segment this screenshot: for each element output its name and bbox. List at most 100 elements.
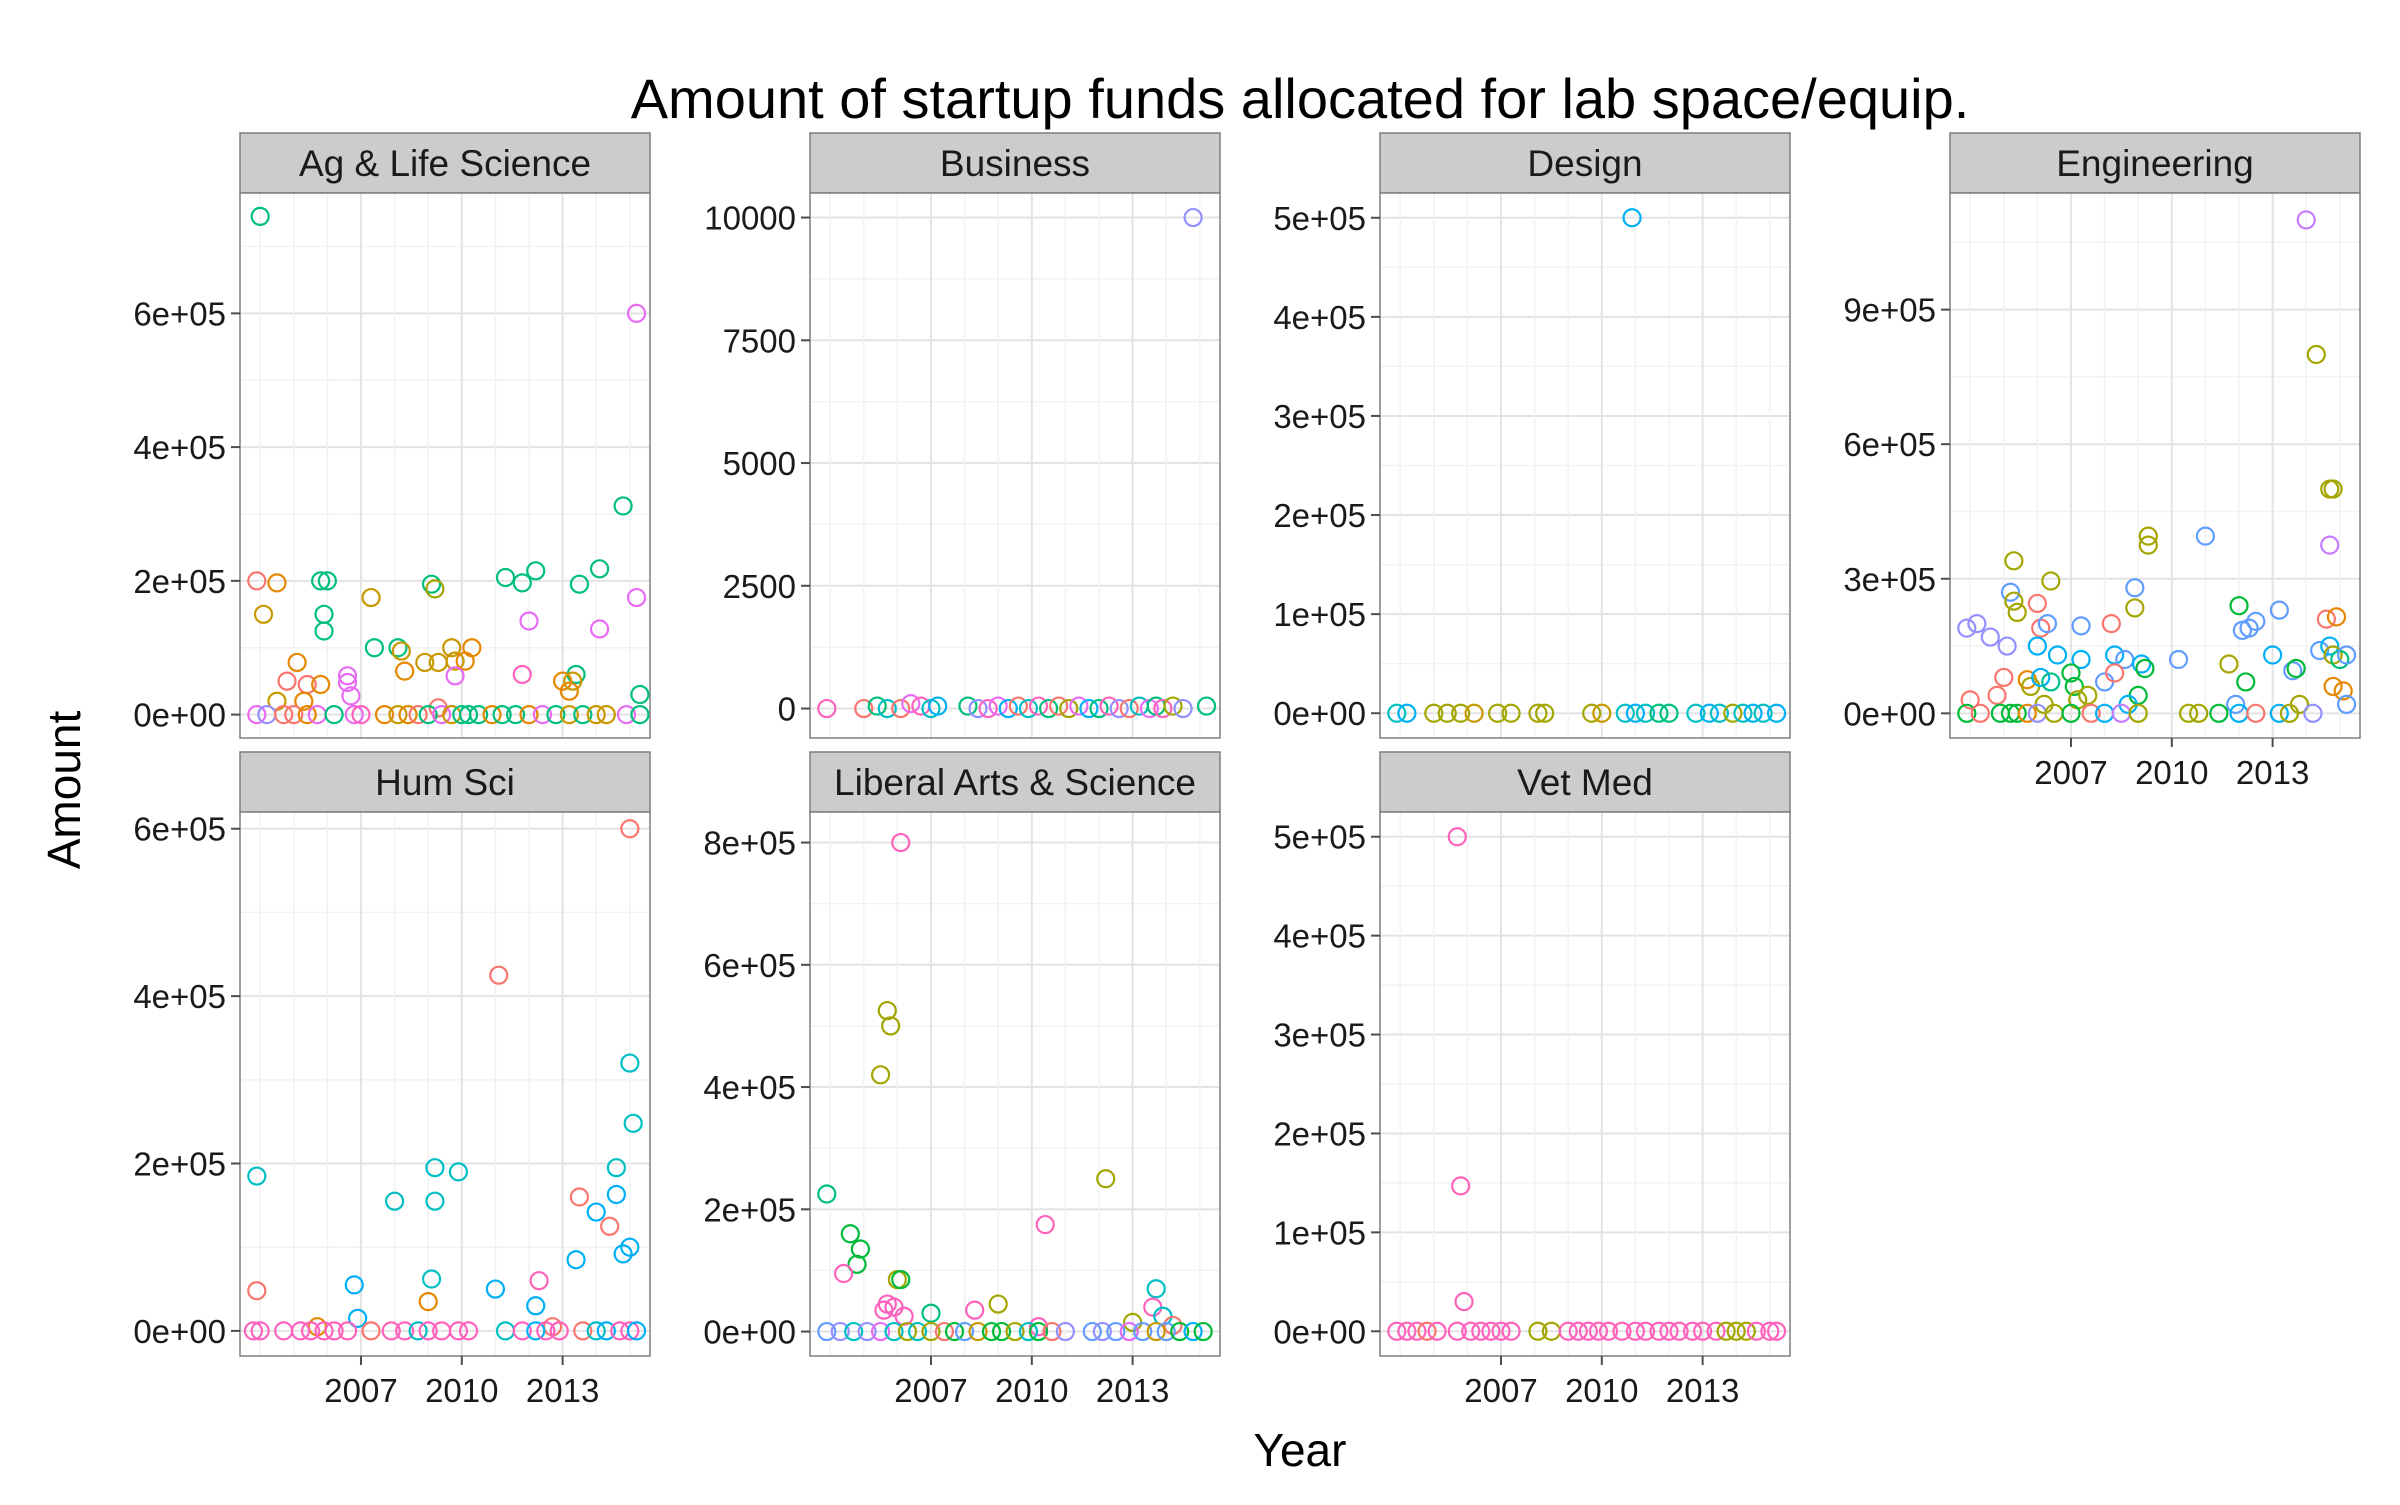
- data-point: [337, 672, 358, 693]
- data-point: [573, 704, 593, 725]
- facet-ag-and-life-science: Ag & Life Science 0e+00 2e+05 4e+05 6e+05: [133, 132, 651, 739]
- y-tick-label: 1e+05: [1273, 596, 1366, 633]
- data-point: [1451, 703, 1471, 723]
- data-point: [458, 704, 479, 725]
- data-point: [2246, 703, 2266, 723]
- data-point: [2000, 582, 2021, 602]
- data-point: [1092, 1321, 1112, 1342]
- data-point: [1028, 696, 1049, 716]
- data-point: [2135, 658, 2155, 679]
- data-point: [421, 574, 442, 594]
- data-point: [2004, 591, 2024, 611]
- data-point: [968, 1321, 988, 1342]
- data-point: [2306, 344, 2326, 365]
- data-point: [1693, 1321, 1713, 1341]
- data-point: [1055, 1321, 1076, 1342]
- data-point: [1454, 1291, 1474, 1312]
- data-point: [1635, 1321, 1656, 1341]
- data-point: [1659, 703, 1679, 723]
- x-tick-label: 2007: [1464, 1372, 1537, 1409]
- data-point: [613, 1244, 633, 1264]
- data-point: [495, 567, 516, 588]
- data-point: [549, 1321, 569, 1341]
- y-tick-label: 4e+05: [133, 978, 226, 1015]
- data-point: [620, 1237, 640, 1257]
- data-point: [2333, 681, 2353, 701]
- data-point: [1578, 1321, 1598, 1341]
- data-point: [384, 1191, 405, 1211]
- data-point: [1970, 703, 1990, 723]
- data-point: [586, 1321, 606, 1341]
- data-point: [1427, 1321, 1447, 1341]
- data-point: [817, 1321, 837, 1342]
- data-point: [1183, 1321, 1203, 1342]
- data-point: [834, 1263, 854, 1284]
- data-point: [958, 696, 978, 716]
- data-point: [596, 1321, 616, 1341]
- data-point: [505, 704, 526, 725]
- data-point: [988, 696, 1008, 716]
- y-tick-label: 6e+05: [133, 295, 226, 332]
- data-point: [2189, 703, 2209, 723]
- data-point: [620, 1321, 640, 1341]
- facet-liberal-arts-and-science: Liberal Arts & Science 0e+00 2e+05 4e+05 6e+…: [703, 751, 1221, 1409]
- data-point: [626, 303, 647, 323]
- data-point: [247, 571, 267, 591]
- data-point: [921, 1303, 941, 1323]
- data-point: [458, 1321, 479, 1341]
- grid-lines: [810, 812, 1220, 1356]
- data-point: [324, 704, 344, 725]
- data-point: [526, 561, 546, 581]
- data-point: [1997, 636, 2017, 656]
- data-point: [2179, 703, 2199, 723]
- data-point: [2303, 703, 2323, 723]
- data-point: [408, 704, 428, 725]
- data-point: [418, 704, 438, 725]
- data-point: [1146, 1279, 1166, 1299]
- data-point: [573, 1321, 593, 1341]
- data-point: [1082, 1321, 1102, 1342]
- y-tick-label: 10000: [704, 200, 796, 237]
- data-point: [620, 819, 640, 839]
- data-point: [1967, 614, 1987, 634]
- data-point: [2323, 676, 2343, 697]
- data-point: [934, 1321, 955, 1342]
- y-tick-label: 0e+00: [133, 1313, 226, 1350]
- data-point: [1649, 1321, 1669, 1341]
- data-point: [559, 681, 579, 701]
- x-tick-label: 2010: [1565, 1372, 1638, 1409]
- data-point: [512, 664, 532, 685]
- data-point: [1193, 1321, 1213, 1342]
- data-point: [2037, 614, 2058, 634]
- data-point: [1488, 703, 1508, 723]
- data-point: [337, 666, 358, 686]
- data-point: [1119, 698, 1139, 719]
- data-point: [290, 1321, 311, 1341]
- data-point: [1156, 1321, 1176, 1342]
- data-point: [247, 1166, 267, 1186]
- data-point: [870, 1065, 891, 1085]
- data-point: [1622, 208, 1642, 228]
- data-point: [1582, 703, 1602, 723]
- data-point: [2323, 479, 2343, 499]
- data-point: [391, 641, 411, 661]
- facet-strip: [239, 751, 651, 813]
- y-tick-label: 5e+05: [1273, 200, 1366, 237]
- data-point: [1039, 698, 1059, 719]
- facet-strip-label: Business: [940, 143, 1090, 184]
- data-point: [600, 1216, 620, 1236]
- data-point: [817, 1184, 837, 1204]
- grid-lines: [1380, 193, 1790, 738]
- data-point: [1163, 696, 1183, 716]
- data-point: [891, 698, 911, 719]
- data-point: [2168, 649, 2189, 670]
- data-point: [274, 704, 294, 725]
- data-point: [1760, 1321, 1780, 1341]
- x-tick-label: 2013: [526, 1372, 599, 1409]
- y-tick-label: 6e+05: [703, 947, 796, 984]
- data-point: [569, 574, 590, 594]
- data-point: [857, 1321, 877, 1342]
- data-point: [1018, 698, 1039, 719]
- data-point: [1588, 1321, 1609, 1341]
- data-point: [445, 666, 465, 686]
